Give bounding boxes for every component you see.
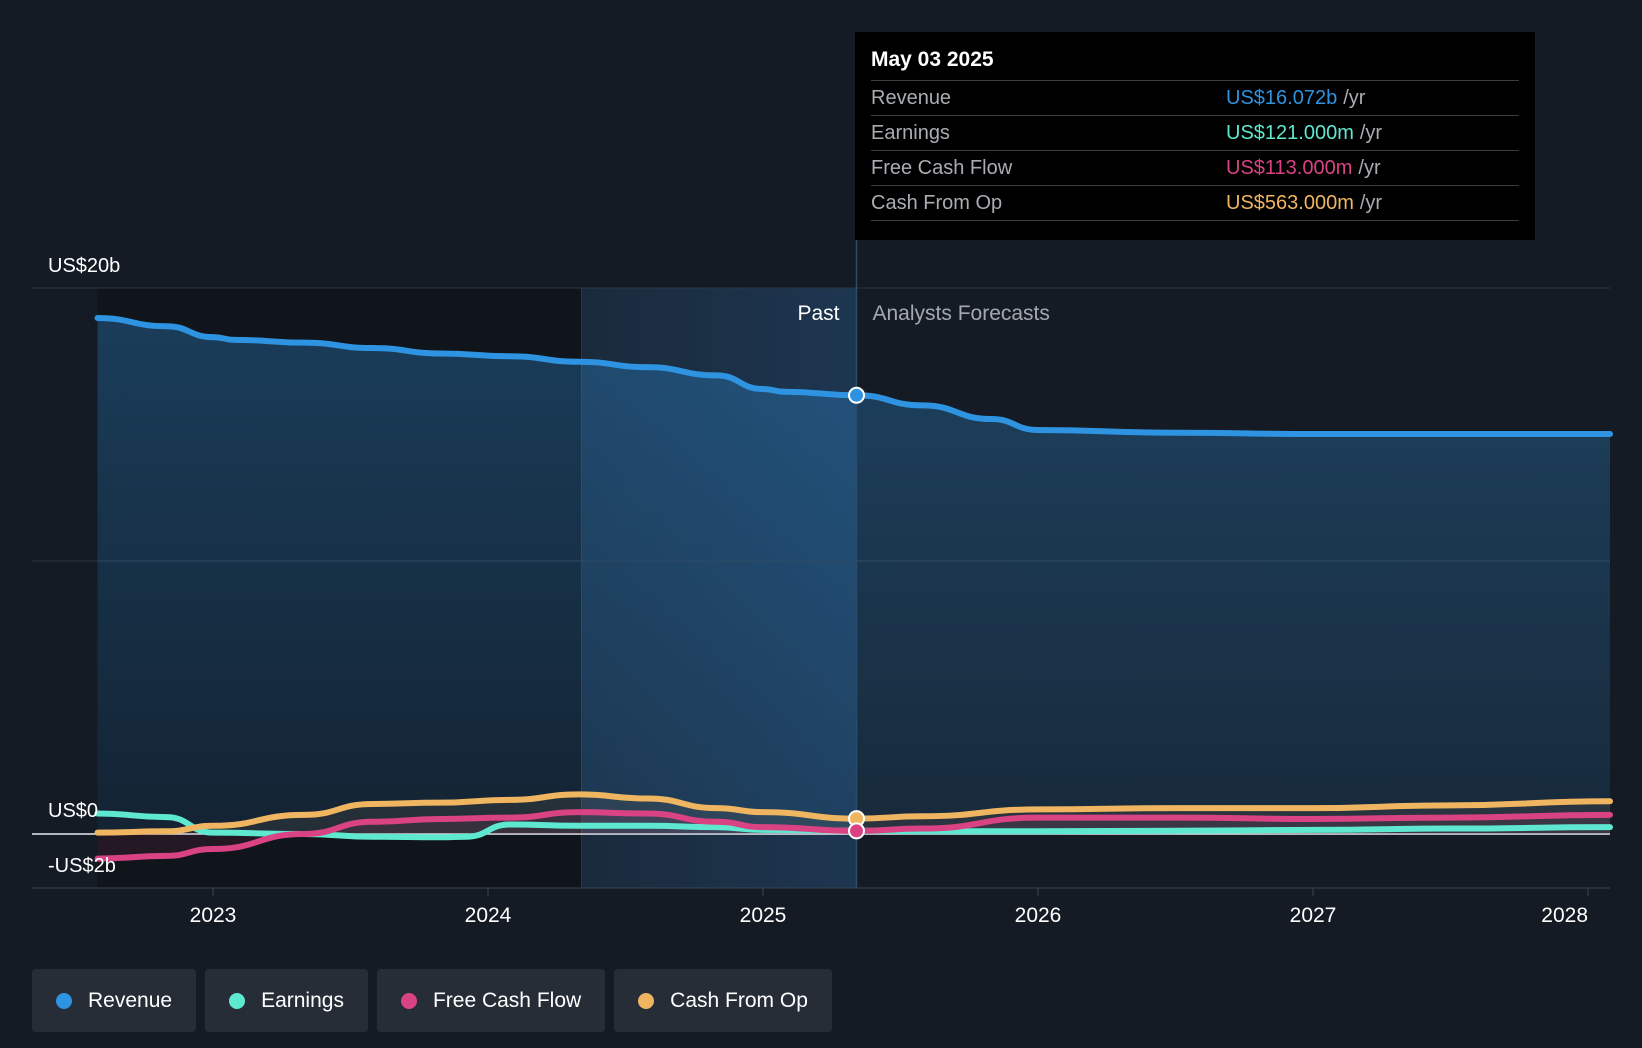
y-tick-label: US$20b [48,255,120,277]
tooltip-row-free-cash-flow: Free Cash Flow US$113.000m /yr [871,151,1519,186]
legend-dot-icon [638,992,655,1009]
past-label: Past [797,302,839,325]
tooltip-label: Revenue [871,87,952,109]
tooltip: May 03 2025 Revenue US$16.072b /yr Earni… [855,32,1535,240]
revenue-area [97,318,1610,834]
cash-from-op-area [97,794,1610,834]
marker-free-cash-flow [848,822,865,840]
legend-item-revenue[interactable]: Revenue [32,969,197,1032]
x-tick-label: 2027 [1290,904,1337,927]
x-tick-label: 2024 [465,904,512,927]
y-tick-label: US$0 [48,800,98,822]
series-line-revenue [94,315,1613,438]
tooltip-row-earnings: Earnings US$121.000m /yr [871,116,1519,151]
legend-item-earnings[interactable]: Earnings [205,969,368,1032]
tooltip-unit: /yr [1343,87,1366,109]
tooltip-unit: /yr [1358,157,1381,179]
x-tick-label: 2025 [740,904,787,927]
label-layer: 2023 2024 2025 2026 2027 2028 US$20b US$0 -US$2b… [48,255,1588,927]
tooltip-unit: /yr [1359,122,1383,144]
tooltip-unit: /yr [1359,192,1383,214]
legend-label: Revenue [88,988,173,1012]
legend-dot-icon [56,992,72,1009]
tooltip-value: US$16.072b [1226,87,1338,109]
tooltip-label: Cash From Op [871,192,1003,214]
legend-label: Cash From Op [670,988,808,1012]
x-tick-label: 2028 [1541,904,1588,927]
y-tick-label: -US$2b [48,855,116,877]
marker-revenue [848,386,865,404]
free-cash-flow-area [97,812,1610,859]
legend-dot-icon [229,992,246,1009]
forecast-label: Analysts Forecasts [873,302,1050,325]
tooltip-row-revenue: Revenue US$16.072b /yr [871,81,1519,116]
tooltip-label: Free Cash Flow [871,157,1013,179]
x-tick-label: 2023 [190,904,237,927]
tooltip-value: US$121.000m [1226,122,1354,144]
legend-item-free-cash-flow[interactable]: Free Cash Flow [376,969,606,1032]
legend-dot-icon [400,992,417,1009]
series-line-cash-from-op [94,791,1613,836]
x-tick-label: 2026 [1015,904,1062,927]
tooltip-label: Earnings [871,122,950,144]
legend-label: Earnings [261,988,344,1012]
area-layer [97,318,1610,859]
tooltip-value: US$563.000m [1226,192,1354,214]
tooltip-value: US$113.000m [1226,157,1353,179]
marker-layer [848,240,865,888]
legend: Revenue Earnings Free Cash Flow Cash Fro… [32,969,832,1032]
legend-label: Free Cash Flow [432,988,582,1012]
legend-item-cash-from-op[interactable]: Cash From Op [614,969,832,1032]
tooltip-date: May 03 2025 [871,46,1519,81]
series-line-free-cash-flow [94,809,1613,862]
tooltip-row-cash-from-op: Cash From Op US$563.000m /yr [871,186,1519,221]
line-layer [94,315,1613,862]
